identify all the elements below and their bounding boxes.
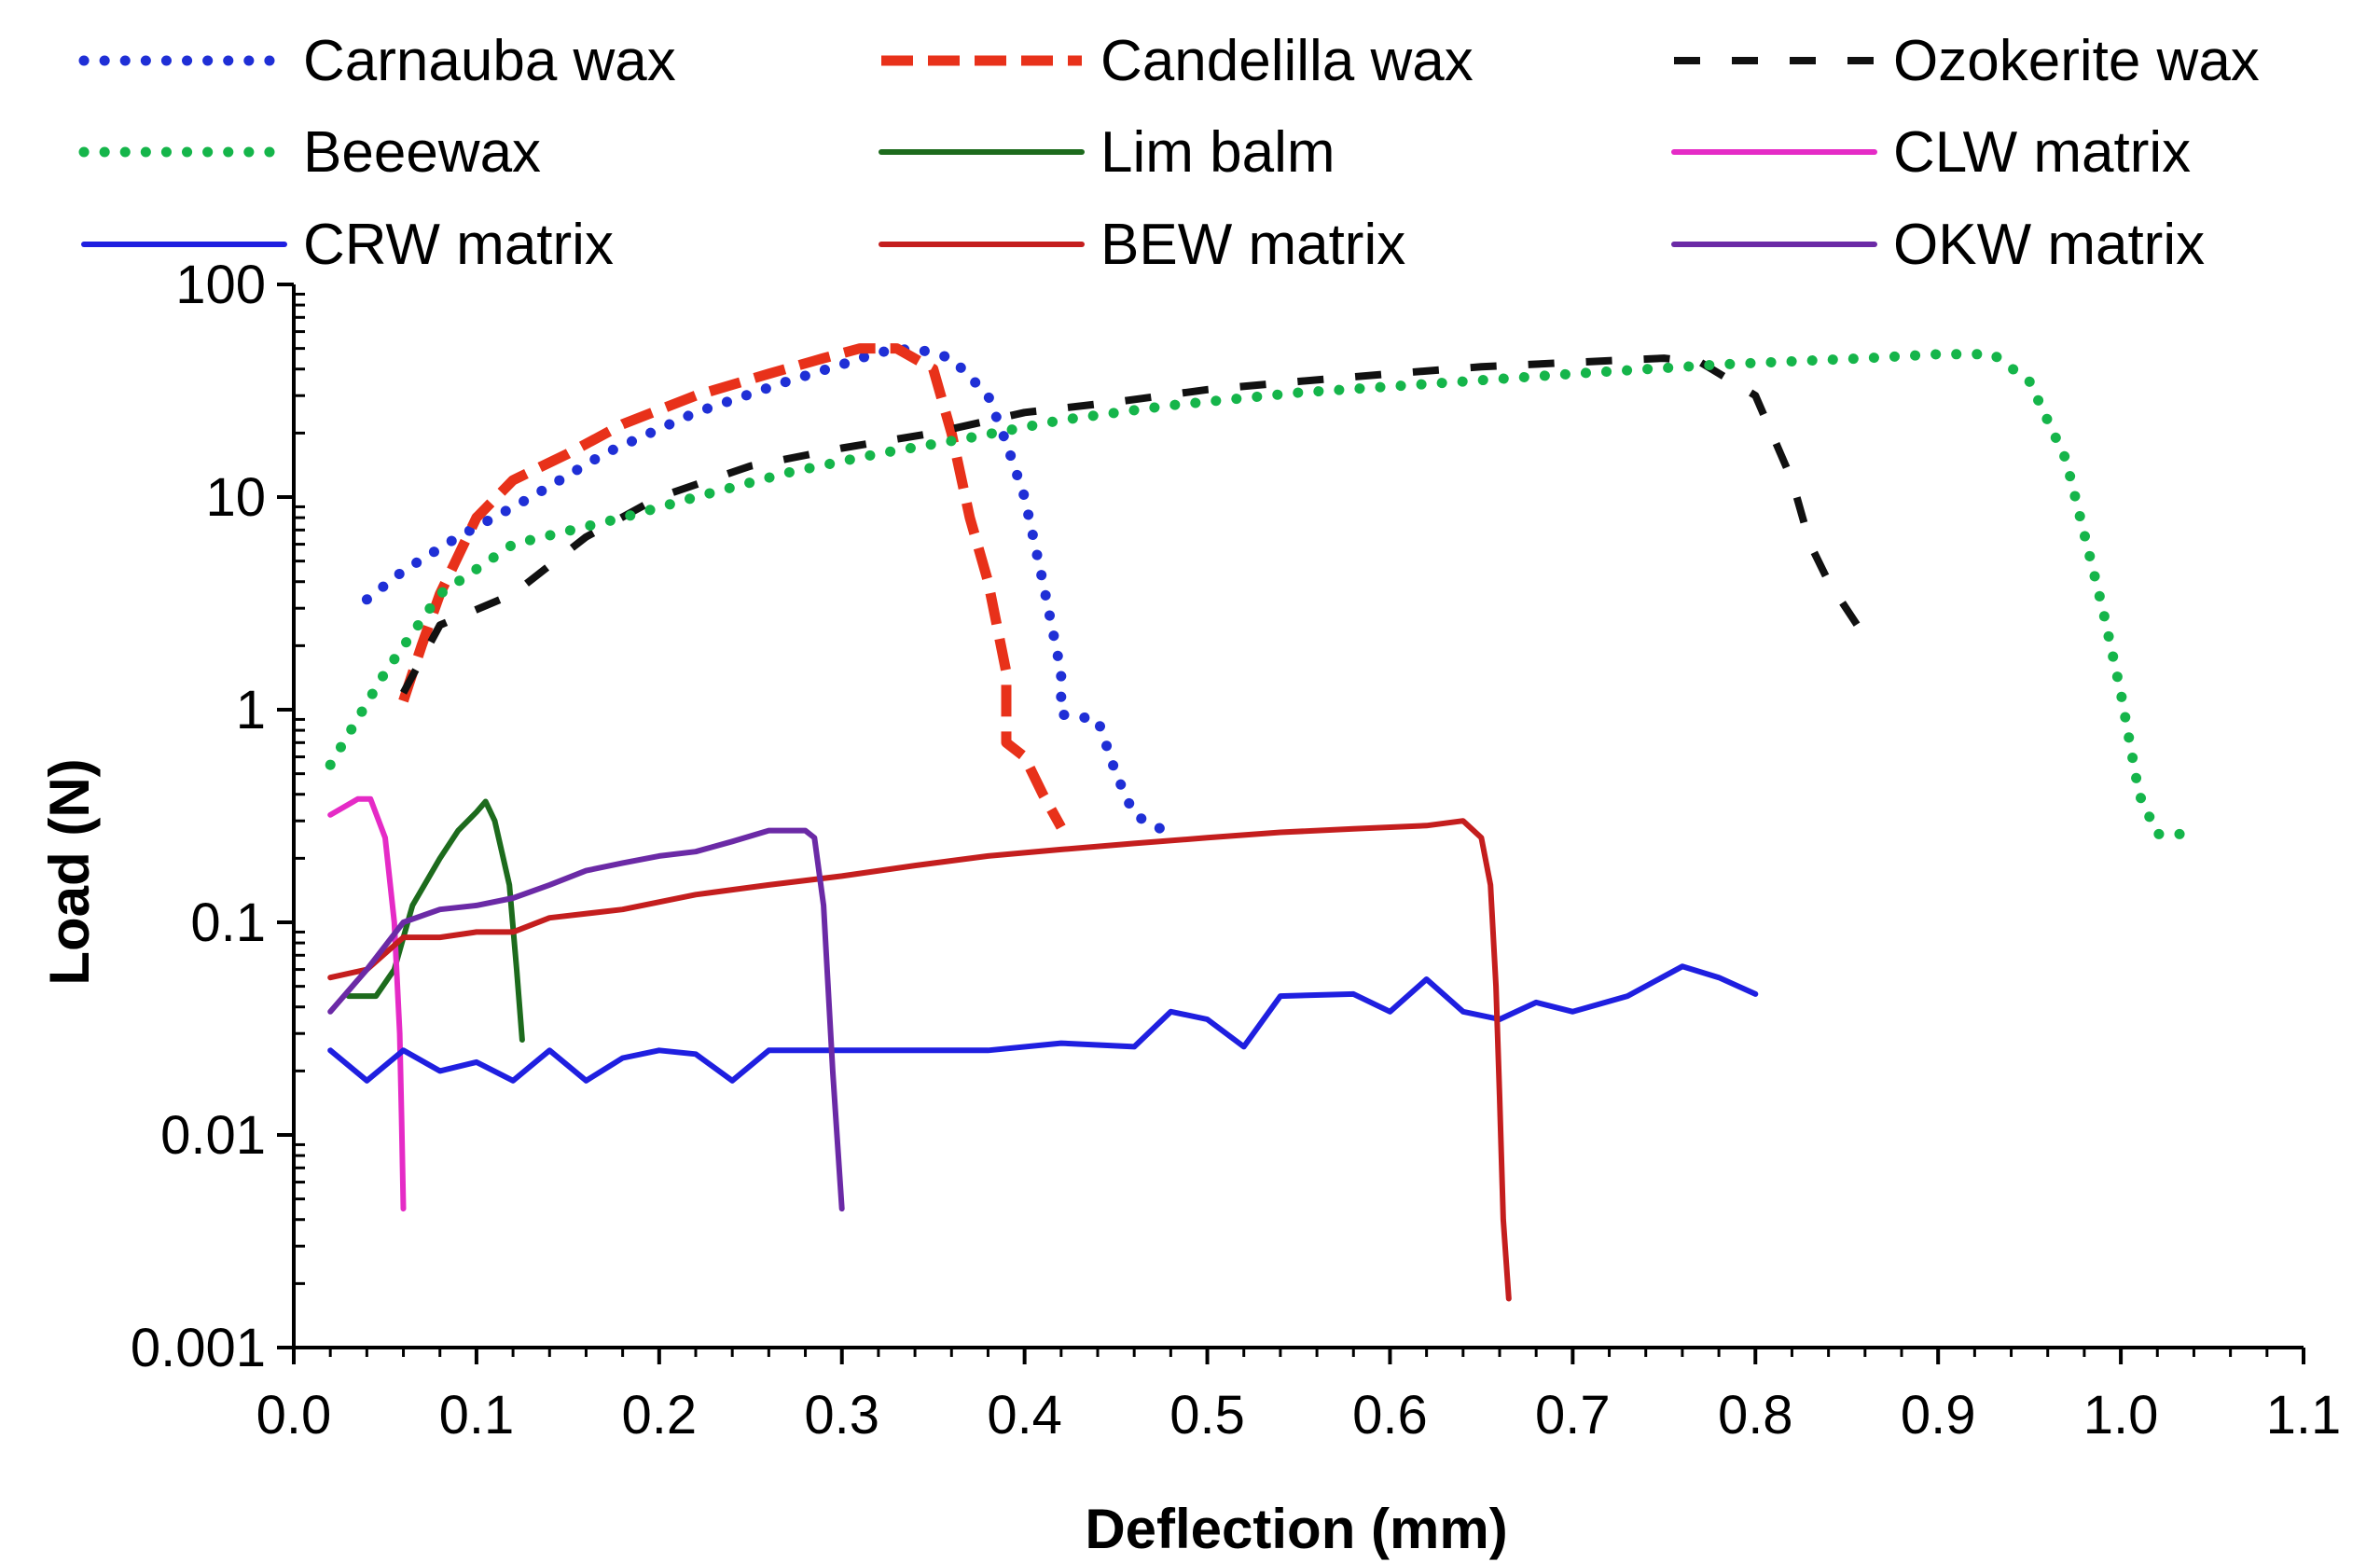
x-tick-label: 0.9 <box>1901 1385 1976 1445</box>
legend-item-carnauba-wax: Carnauba wax <box>78 29 676 93</box>
legend-item-okw-matrix: OKW matrix <box>1671 213 2205 277</box>
legend-item-crw-matrix: CRW matrix <box>81 213 614 277</box>
x-tick-label: 0.2 <box>621 1385 697 1445</box>
legend-label: CLW matrix <box>1893 120 2191 185</box>
series-line-clw-matrix <box>327 795 407 1212</box>
legend-item-bew-matrix: BEW matrix <box>879 213 1405 277</box>
series-line-beeewax <box>325 349 2199 839</box>
legend-label: Beeewax <box>303 120 541 185</box>
legend-label: Candelilla wax <box>1100 29 1474 93</box>
legend-label: BEW matrix <box>1100 213 1405 277</box>
legend-label: OKW matrix <box>1893 213 2205 277</box>
series-line-okw-matrix <box>327 827 845 1212</box>
y-tick-label: 10 <box>205 467 266 528</box>
y-axis-title: Load (N) <box>38 758 101 985</box>
legend-label: Lim balm <box>1100 120 1335 185</box>
y-tick-label: 100 <box>175 255 266 315</box>
y-tick-label: 0.01 <box>160 1105 266 1166</box>
x-tick-label: 0.7 <box>1535 1385 1611 1445</box>
y-tick-label: 0.1 <box>190 892 266 953</box>
x-axis-title: Deflection (mm) <box>1085 1498 1507 1560</box>
legend-item-beeewax: Beeewax <box>78 120 541 185</box>
axes: 0.0 0.1 0.2 0.3 0.4 0.5 0.6 0.7 0.8 0.9 1.0 1.1 0.00… <box>131 255 2341 1445</box>
plot-area <box>325 343 2199 1302</box>
x-tick-label: 0.0 <box>256 1385 332 1445</box>
x-tick-label: 0.5 <box>1169 1385 1245 1445</box>
x-tick-label: 0.8 <box>1718 1385 1793 1445</box>
x-tick-label: 0.3 <box>804 1385 879 1445</box>
y-tick-label: 0.001 <box>131 1318 266 1378</box>
legend-item-lim-balm: Lim balm <box>879 120 1335 185</box>
series-line-candelilla-wax <box>398 343 1066 830</box>
x-tick-label: 0.4 <box>987 1385 1062 1445</box>
series-line-bew-matrix <box>327 818 1512 1302</box>
legend-item-clw-matrix: CLW matrix <box>1671 120 2191 185</box>
x-tick-label: 1.1 <box>2266 1385 2342 1445</box>
legend-item-candelilla-wax: Candelilla wax <box>881 29 1474 93</box>
x-tick-label: 0.1 <box>439 1385 515 1445</box>
legend-label: CRW matrix <box>303 213 614 277</box>
series-line-carnauba-wax <box>361 343 1176 839</box>
y-tick-label: 1 <box>236 680 266 740</box>
series-line-lim-balm <box>345 798 525 1043</box>
legend-label: Ozokerite wax <box>1893 29 2260 93</box>
legend-label: Carnauba wax <box>303 29 676 93</box>
series-line-ozokerite-wax <box>399 354 1869 695</box>
series-line-crw-matrix <box>327 963 1759 1084</box>
legend-item-ozokerite-wax: Ozokerite wax <box>1674 29 2260 93</box>
chart-legend: Carnauba wax Candelilla wax Ozokerite wax B… <box>78 29 2260 277</box>
x-tick-label: 0.6 <box>1352 1385 1428 1445</box>
x-tick-label: 1.0 <box>2083 1385 2159 1445</box>
